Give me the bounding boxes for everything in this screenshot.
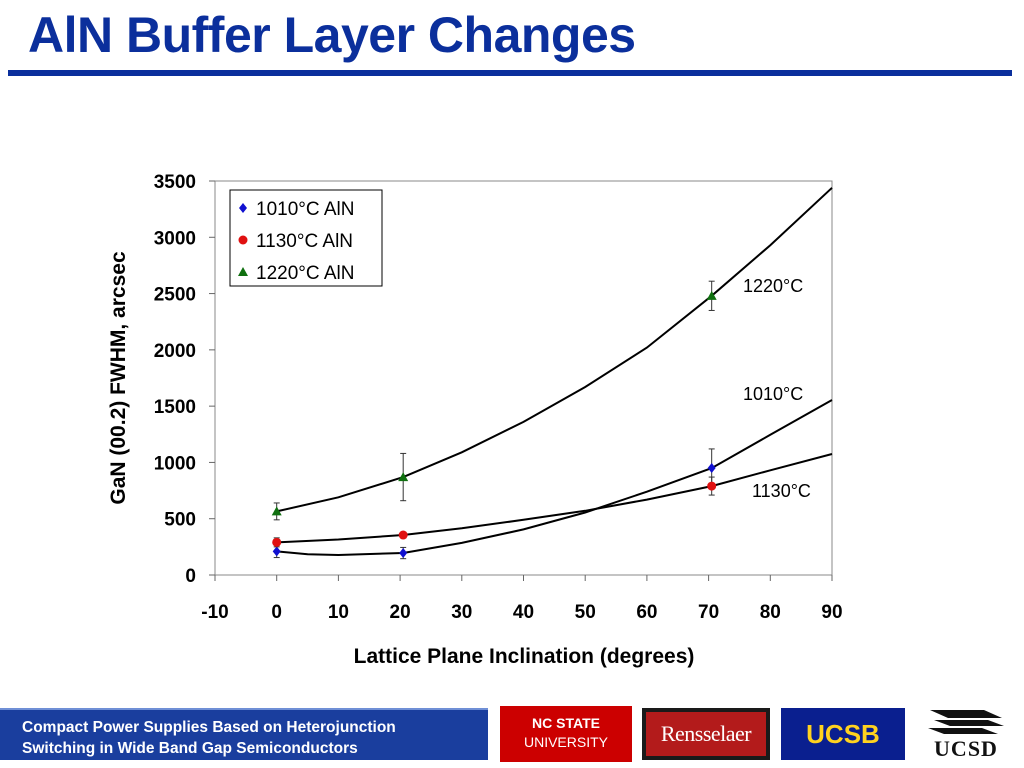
legend-marker-2 <box>238 267 248 276</box>
footer-project-title: Compact Power Supplies Based on Heteroju… <box>0 708 488 760</box>
x-tick-label-5: 40 <box>513 602 534 623</box>
ncstate-logo: NC STATE UNIVERSITY <box>500 706 632 762</box>
chart: -10 0 10 20 30 40 50 60 70 80 90050010001500200025… <box>107 172 843 668</box>
chart-axes: -10 0 10 20 30 40 50 60 70 80 90050010001500200025… <box>154 172 843 623</box>
fit-label-2: 1220°C <box>743 276 803 296</box>
fit-label-1: 1130°C <box>752 481 811 501</box>
data-point-1-2 <box>707 481 717 491</box>
y-tick-label-6: 3000 <box>154 228 196 249</box>
footer-line-1: Compact Power Supplies Based on Heteroju… <box>22 719 396 736</box>
x-tick-label-3: 20 <box>390 602 411 623</box>
fit-curve-1 <box>276 453 833 544</box>
ncstate-logo-line-2: UNIVERSITY <box>523 734 608 750</box>
legend: 1010°C AlN 1130°C AlN 1220°C AlN <box>229 189 383 287</box>
data-point-2-1 <box>398 472 409 482</box>
x-tick-label-4: 30 <box>451 602 472 623</box>
x-tick-label-8: 70 <box>698 602 719 623</box>
ucsd-mark-icon <box>928 710 1004 734</box>
data-point-0-2 <box>707 463 716 474</box>
legend-label-1: 1130°C AlN <box>256 231 353 252</box>
fit-curves: 1010°C 1130°C 1220°C <box>276 187 833 557</box>
fit-curve-0 <box>276 399 833 557</box>
fit-curve-2 <box>276 187 833 513</box>
x-tick-label-2: 10 <box>328 602 349 623</box>
x-tick-label-7: 60 <box>636 602 657 623</box>
legend-marker-0 <box>239 203 247 213</box>
y-tick-label-3: 1500 <box>154 397 196 418</box>
data-point-2-0 <box>271 506 282 516</box>
legend-label-0: 1010°C AlN <box>256 199 354 220</box>
rensselaer-logo: Rensselaer <box>642 708 770 760</box>
y-tick-label-0: 0 <box>185 566 196 587</box>
data-point-1-1 <box>398 530 408 540</box>
x-tick-label-6: 50 <box>575 602 596 623</box>
y-tick-label-5: 2500 <box>154 285 196 306</box>
data-points <box>271 280 717 560</box>
y-tick-label-1: 500 <box>164 510 196 531</box>
ucsb-logo: UCSB <box>781 708 905 760</box>
y-tick-label-7: 3500 <box>154 172 196 193</box>
legend-box <box>229 189 383 287</box>
data-point-0-0 <box>272 546 281 557</box>
title-divider <box>8 70 1012 76</box>
rensselaer-logo-text: Rensselaer <box>646 712 766 756</box>
data-point-2-2 <box>706 290 717 300</box>
footer-line-2: Switching in Wide Band Gap Semiconductor… <box>22 740 358 757</box>
x-tick-label-1: 0 <box>271 602 282 623</box>
ncstate-logo-line-1: NC STATE <box>532 715 600 731</box>
x-tick-label-0: -10 <box>201 602 228 623</box>
y-axis-label: GaN (00.2) FWHM, arcsec <box>107 251 130 505</box>
x-tick-label-9: 80 <box>760 602 781 623</box>
x-tick-label-10: 90 <box>821 602 842 623</box>
legend-marker-1 <box>238 235 248 245</box>
y-tick-label-2: 1000 <box>154 453 196 474</box>
y-tick-label-4: 2000 <box>154 341 196 362</box>
legend-label-2: 1220°C AlN <box>256 263 354 284</box>
data-point-0-1 <box>399 548 408 559</box>
ucsd-logo: UCSD <box>918 706 1014 762</box>
ucsd-logo-text: UCSD <box>934 736 998 761</box>
slide-title: AlN Buffer Layer Changes <box>28 7 636 63</box>
x-axis-label: Lattice Plane Inclination (degrees) <box>354 645 695 668</box>
data-point-1-0 <box>272 537 282 547</box>
fit-label-0: 1010°C <box>743 384 803 404</box>
